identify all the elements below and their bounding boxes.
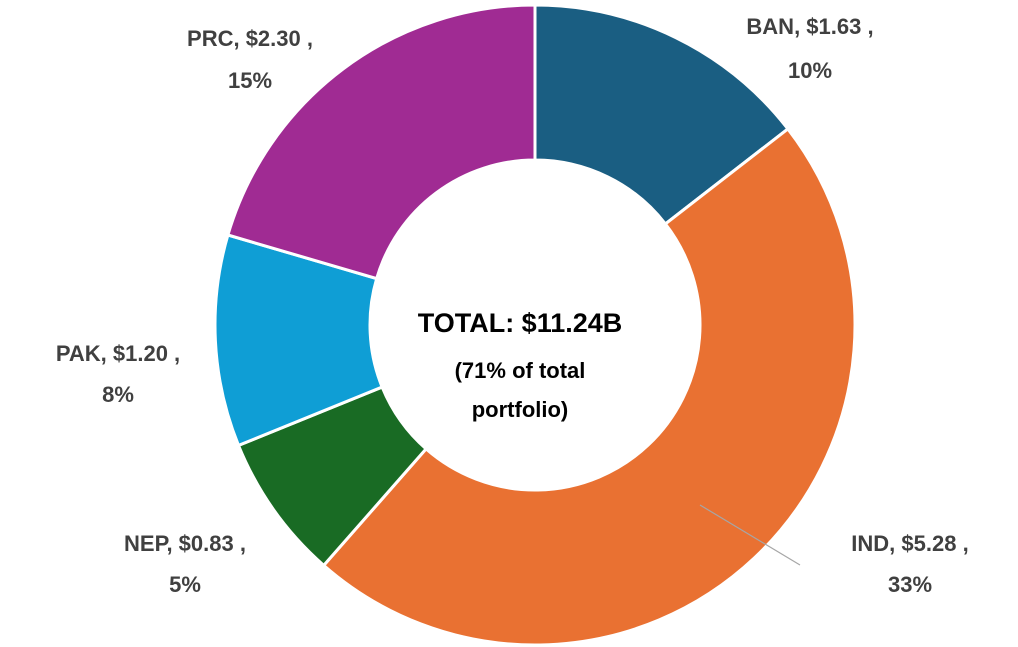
slice-percent: 5% [169, 572, 201, 597]
slice-label: NEP, $0.83 , [124, 531, 246, 556]
donut-slice [226, 3, 537, 281]
slice-percent: 33% [888, 572, 932, 597]
donut-slice [533, 3, 790, 226]
slice-percent: 10% [788, 58, 832, 83]
center-title: TOTAL: $11.24B [418, 308, 623, 338]
donut-slice [321, 126, 857, 647]
slice-label: PRC, $2.30 , [187, 26, 313, 51]
slices [213, 3, 857, 647]
slice-label: IND, $5.28 , [851, 531, 968, 556]
slice-percent: 15% [228, 68, 272, 93]
slice-percent: 8% [102, 382, 134, 407]
center-note: (71% of total [455, 358, 586, 383]
slice-label: PAK, $1.20 , [56, 341, 180, 366]
leader-line [699, 504, 801, 566]
center-note: portfolio) [472, 397, 569, 422]
slice-label: BAN, $1.63 , [746, 14, 873, 39]
